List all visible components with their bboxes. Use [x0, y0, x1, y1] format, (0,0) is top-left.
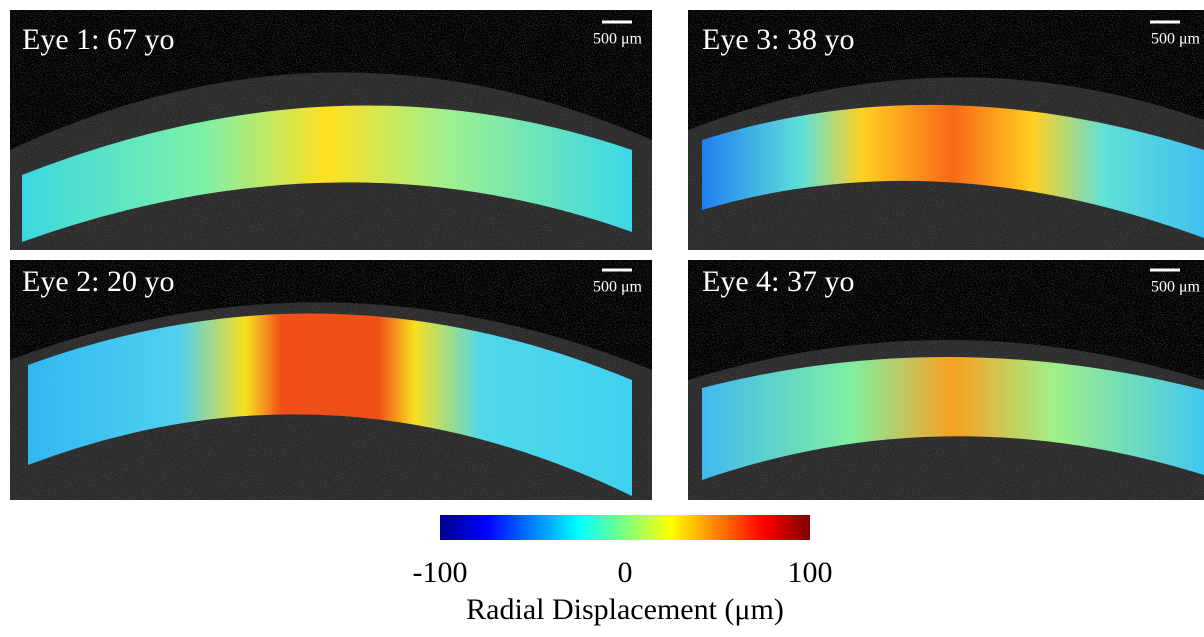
scale-bar-label: 500 μm — [1151, 279, 1201, 296]
panel-label: Eye 4: 37 yo — [702, 265, 854, 298]
panel-label: Eye 2: 20 yo — [22, 265, 174, 298]
colorbar-tick-label: -100 — [413, 556, 468, 589]
scale-bar-label: 500 μm — [593, 31, 643, 48]
panel-label: Eye 3: 38 yo — [702, 23, 854, 56]
panel: Eye 4: 37 yo 500 μm — [688, 260, 1204, 500]
displacement-map — [702, 104, 1204, 238]
displacement-map — [28, 313, 632, 496]
panel-label: Eye 1: 67 yo — [22, 23, 174, 56]
colorbar-tick-label: 0 — [618, 556, 633, 589]
panel: Eye 2: 20 yo 500 μm — [10, 260, 652, 500]
panel: Eye 1: 67 yo 500 μm — [10, 10, 652, 251]
scale-bar-label: 500 μm — [1151, 31, 1201, 48]
scale-bar-label: 500 μm — [593, 279, 643, 296]
colorbar-tick-label: 100 — [788, 556, 833, 589]
displacement-map — [22, 105, 632, 242]
colorbar — [440, 515, 810, 540]
displacement-map — [702, 356, 1204, 480]
colorbar-label: Radial Displacement (μm) — [466, 593, 784, 626]
panel: Eye 3: 38 yo 500 μm — [688, 10, 1204, 250]
